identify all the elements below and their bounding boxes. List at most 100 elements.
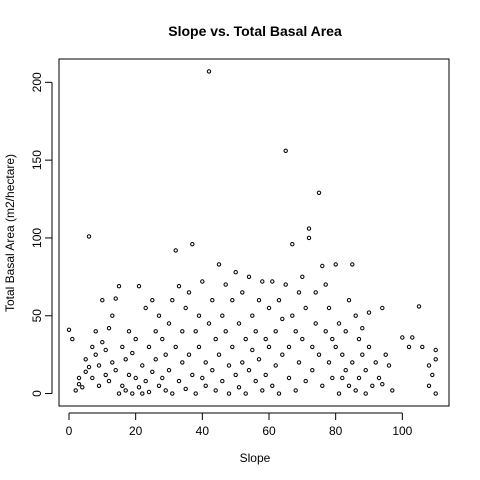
data-point [323, 282, 328, 287]
data-point [256, 298, 262, 303]
data-point [116, 391, 122, 396]
data-point [146, 389, 152, 395]
data-point [106, 378, 112, 384]
data-point [93, 352, 98, 357]
y-tick-label: 200 [30, 72, 44, 92]
data-point [270, 383, 275, 388]
data-point [86, 234, 92, 239]
data-point [76, 382, 82, 387]
data-point [210, 368, 215, 373]
data-point [230, 298, 235, 303]
data-point [330, 375, 335, 381]
data-point [206, 69, 212, 74]
data-point [360, 352, 365, 357]
data-point [316, 190, 322, 196]
data-point [96, 363, 102, 368]
data-point [366, 310, 372, 315]
data-point [263, 372, 268, 378]
data-point [233, 270, 238, 275]
data-point [346, 383, 352, 388]
data-point [120, 383, 125, 388]
data-point [310, 344, 315, 350]
data-point [196, 313, 202, 318]
data-point [103, 347, 108, 353]
data-point [83, 357, 88, 362]
chart-title: Slope vs. Total Basal Area [168, 23, 342, 39]
data-point [276, 298, 282, 303]
data-point [280, 316, 285, 322]
data-point [270, 279, 275, 284]
data-point [130, 350, 135, 356]
data-point [176, 378, 182, 384]
data-point [323, 329, 328, 334]
data-point [220, 313, 225, 318]
data-point [113, 368, 118, 373]
data-point [110, 313, 115, 318]
data-point [150, 369, 155, 374]
data-point [126, 372, 132, 378]
data-point [123, 357, 128, 362]
data-point [406, 344, 412, 350]
data-point [373, 360, 378, 365]
y-tick-label: 100 [30, 228, 44, 248]
data-point [236, 385, 242, 390]
data-point [386, 363, 392, 368]
data-point [96, 383, 102, 388]
data-point [176, 284, 182, 289]
data-point [190, 242, 195, 247]
data-point [136, 284, 142, 289]
data-point [353, 313, 358, 318]
data-point [156, 383, 162, 388]
data-point [103, 372, 108, 378]
data-point [296, 290, 302, 295]
data-point [380, 305, 385, 311]
data-point [286, 344, 292, 350]
data-point [133, 375, 138, 381]
x-axis: 0 20 40 60 80 100 [66, 412, 413, 438]
data-point [100, 298, 105, 303]
data-point [376, 375, 382, 381]
data-point [260, 388, 265, 393]
data-point [110, 360, 115, 365]
data-point [266, 344, 272, 350]
data-point [113, 296, 118, 301]
data-point [363, 368, 368, 373]
data-point [286, 375, 292, 381]
data-point [186, 352, 192, 357]
data-point [296, 360, 302, 365]
data-point [230, 344, 235, 350]
data-point [220, 378, 225, 384]
y-tick-label: 150 [30, 150, 44, 170]
data-point [150, 298, 155, 303]
data-point [293, 329, 298, 334]
data-point [210, 298, 215, 303]
data-point [246, 368, 252, 373]
data-point [320, 263, 325, 269]
data-point [310, 368, 315, 373]
data-point [343, 329, 348, 334]
data-point [336, 391, 342, 396]
data-point [336, 321, 342, 326]
data-point [333, 262, 338, 267]
data-point [236, 321, 242, 326]
data-point [166, 321, 172, 326]
data-point [433, 357, 438, 362]
data-point [313, 321, 318, 326]
data-point [240, 290, 245, 295]
data-point [73, 388, 78, 393]
data-point [426, 363, 432, 368]
data-point [173, 344, 178, 350]
data-point [123, 388, 128, 393]
data-point [126, 329, 132, 334]
data-point [186, 290, 192, 295]
points-layer [66, 69, 438, 396]
x-tick-label: 80 [329, 424, 343, 438]
data-point [83, 369, 88, 374]
data-point [143, 305, 148, 311]
data-point [170, 298, 175, 303]
data-point [276, 391, 282, 396]
data-point [283, 282, 288, 287]
data-point [140, 391, 145, 396]
data-point [366, 344, 372, 350]
data-point [380, 382, 385, 387]
